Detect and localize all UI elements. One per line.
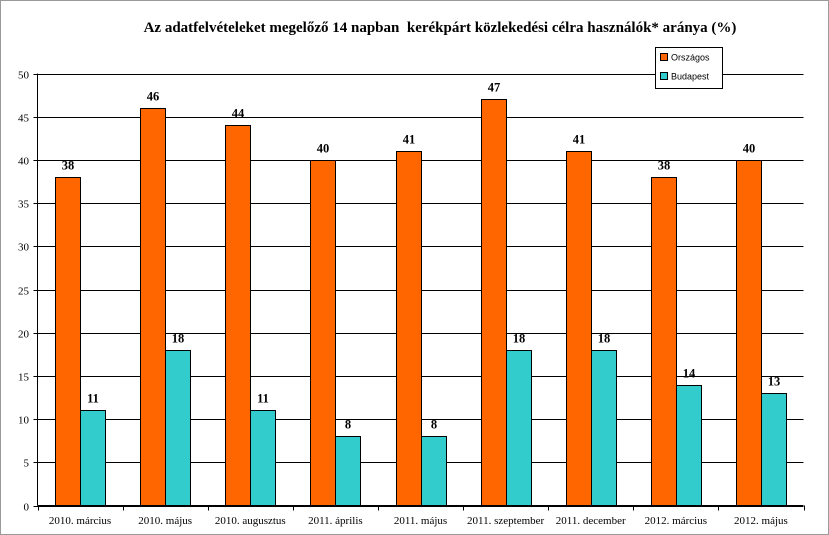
legend-label-orszagos: Országos xyxy=(671,53,710,63)
bar-orszagos-1 xyxy=(140,108,166,506)
chart-title: Az adatfelvételeket megelőző 14 napban k… xyxy=(144,20,737,36)
bar-orszagos-2 xyxy=(225,125,251,506)
y-tick-label-6: 30 xyxy=(18,242,30,254)
bar-orszagos-6 xyxy=(566,151,592,506)
x-tick-label-0: 2010. március xyxy=(49,515,111,527)
y-tick-label-10: 50 xyxy=(18,70,30,82)
data-label-orszagos-4: 41 xyxy=(403,133,416,147)
x-tick-label-5: 2011. szeptember xyxy=(467,515,545,527)
legend: Országos Budapest xyxy=(655,47,723,89)
legend-swatch-budapest xyxy=(660,72,668,80)
data-label-orszagos-0: 38 xyxy=(62,159,75,173)
y-tick-label-7: 35 xyxy=(18,199,30,211)
bar-budapest-3 xyxy=(335,436,361,506)
y-tick-label-0: 0 xyxy=(24,502,30,514)
data-label-budapest-1: 18 xyxy=(172,332,185,346)
bar-budapest-8 xyxy=(761,393,787,506)
x-tick-label-8: 2012. május xyxy=(734,515,788,527)
bar-budapest-2 xyxy=(250,410,276,506)
bar-budapest-6 xyxy=(591,350,617,506)
legend-label-budapest: Budapest xyxy=(671,72,710,82)
bar-budapest-0 xyxy=(80,410,106,506)
data-label-budapest-8: 13 xyxy=(768,375,781,389)
data-label-budapest-5: 18 xyxy=(513,332,526,346)
bar-budapest-7 xyxy=(676,385,702,506)
legend-swatch-orszagos xyxy=(660,53,668,61)
y-tick-label-9: 45 xyxy=(18,113,30,125)
data-label-orszagos-2: 44 xyxy=(232,107,245,121)
data-label-budapest-3: 8 xyxy=(345,418,351,432)
bar-orszagos-3 xyxy=(310,160,336,506)
x-tick-label-1: 2010. május xyxy=(138,515,192,527)
bar-budapest-4 xyxy=(421,436,447,506)
x-tick-label-4: 2011. május xyxy=(394,515,447,527)
x-tick-label-3: 2011. április xyxy=(308,515,363,527)
bar-orszagos-7 xyxy=(651,177,677,506)
y-tick-label-1: 5 xyxy=(24,458,30,470)
data-label-orszagos-3: 40 xyxy=(317,142,330,156)
data-label-budapest-6: 18 xyxy=(598,332,611,346)
data-label-orszagos-7: 38 xyxy=(658,159,671,173)
y-tick-label-4: 20 xyxy=(18,329,30,341)
data-label-orszagos-5: 47 xyxy=(488,81,501,95)
data-label-orszagos-6: 41 xyxy=(573,133,586,147)
x-tick-label-2: 2010. augusztus xyxy=(215,515,286,527)
data-label-orszagos-8: 40 xyxy=(743,142,756,156)
x-tick-label-6: 2011. december xyxy=(556,515,626,527)
data-label-orszagos-1: 46 xyxy=(147,90,160,104)
bar-budapest-5 xyxy=(506,350,532,506)
bar-orszagos-5 xyxy=(481,99,507,506)
data-label-budapest-0: 11 xyxy=(87,392,99,406)
bar-orszagos-0 xyxy=(55,177,81,506)
data-label-budapest-4: 8 xyxy=(431,418,437,432)
bar-orszagos-8 xyxy=(736,160,762,506)
y-tick-label-8: 40 xyxy=(18,156,30,168)
data-label-budapest-2: 11 xyxy=(257,392,269,406)
y-tick-label-5: 25 xyxy=(18,286,30,298)
x-tick-label-7: 2012. március xyxy=(645,515,707,527)
bar-budapest-1 xyxy=(165,350,191,506)
y-tick-label-3: 15 xyxy=(18,372,30,384)
labels: 0 5 10 15 20 25 30 35 40 45 50 38 46 44 40 41 47 41 38 40 11… xyxy=(18,70,788,528)
bars xyxy=(55,99,787,506)
bar-orszagos-4 xyxy=(396,151,422,506)
axes xyxy=(33,73,805,511)
y-tick-label-2: 10 xyxy=(18,415,30,427)
data-label-budapest-7: 14 xyxy=(683,367,696,381)
